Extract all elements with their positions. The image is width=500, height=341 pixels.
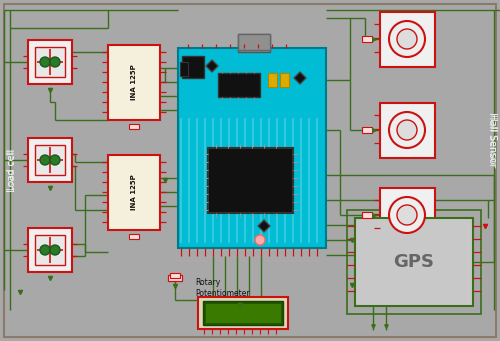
- Text: INA 125P: INA 125P: [131, 65, 137, 100]
- Circle shape: [389, 197, 425, 233]
- Bar: [28, 40, 72, 84]
- Bar: [168, 275, 182, 281]
- Bar: [238, 34, 270, 52]
- Bar: [355, 218, 473, 306]
- Bar: [203, 301, 283, 325]
- Circle shape: [397, 205, 417, 225]
- Text: GPS: GPS: [394, 253, 434, 271]
- Bar: [178, 48, 326, 248]
- Circle shape: [389, 21, 425, 57]
- Circle shape: [389, 112, 425, 148]
- Text: Load cell: Load cell: [7, 148, 17, 192]
- Bar: [182, 56, 204, 78]
- Circle shape: [397, 120, 417, 140]
- Bar: [268, 73, 277, 87]
- Bar: [129, 124, 139, 129]
- Circle shape: [40, 245, 50, 255]
- Bar: [238, 34, 270, 50]
- Bar: [108, 155, 160, 230]
- Bar: [380, 103, 435, 158]
- Bar: [35, 145, 65, 175]
- Bar: [347, 210, 481, 314]
- Text: Hall Sensor: Hall Sensor: [487, 112, 497, 168]
- Bar: [218, 73, 260, 97]
- Polygon shape: [258, 220, 270, 232]
- Bar: [108, 45, 160, 120]
- Bar: [205, 303, 281, 323]
- Bar: [35, 47, 65, 77]
- Polygon shape: [206, 60, 218, 72]
- Bar: [180, 62, 188, 76]
- Bar: [380, 188, 435, 243]
- Circle shape: [40, 57, 50, 67]
- Bar: [362, 36, 372, 42]
- Polygon shape: [294, 72, 306, 84]
- Circle shape: [397, 29, 417, 49]
- Circle shape: [40, 155, 50, 165]
- Text: INA 125P: INA 125P: [131, 175, 137, 210]
- Bar: [35, 235, 65, 265]
- Bar: [28, 138, 72, 182]
- Bar: [380, 12, 435, 67]
- Circle shape: [50, 245, 60, 255]
- Bar: [28, 228, 72, 272]
- Bar: [208, 148, 293, 213]
- Circle shape: [255, 235, 265, 245]
- Bar: [280, 73, 289, 87]
- Circle shape: [50, 155, 60, 165]
- Bar: [362, 127, 372, 133]
- Bar: [362, 212, 372, 218]
- Text: Hall Sensor: Hall Sensor: [488, 114, 496, 166]
- Bar: [170, 273, 180, 278]
- Text: Load cell: Load cell: [8, 150, 16, 190]
- Text: Rotary
Potentiometer: Rotary Potentiometer: [195, 278, 250, 298]
- Bar: [198, 297, 288, 329]
- Circle shape: [50, 57, 60, 67]
- Bar: [129, 234, 139, 239]
